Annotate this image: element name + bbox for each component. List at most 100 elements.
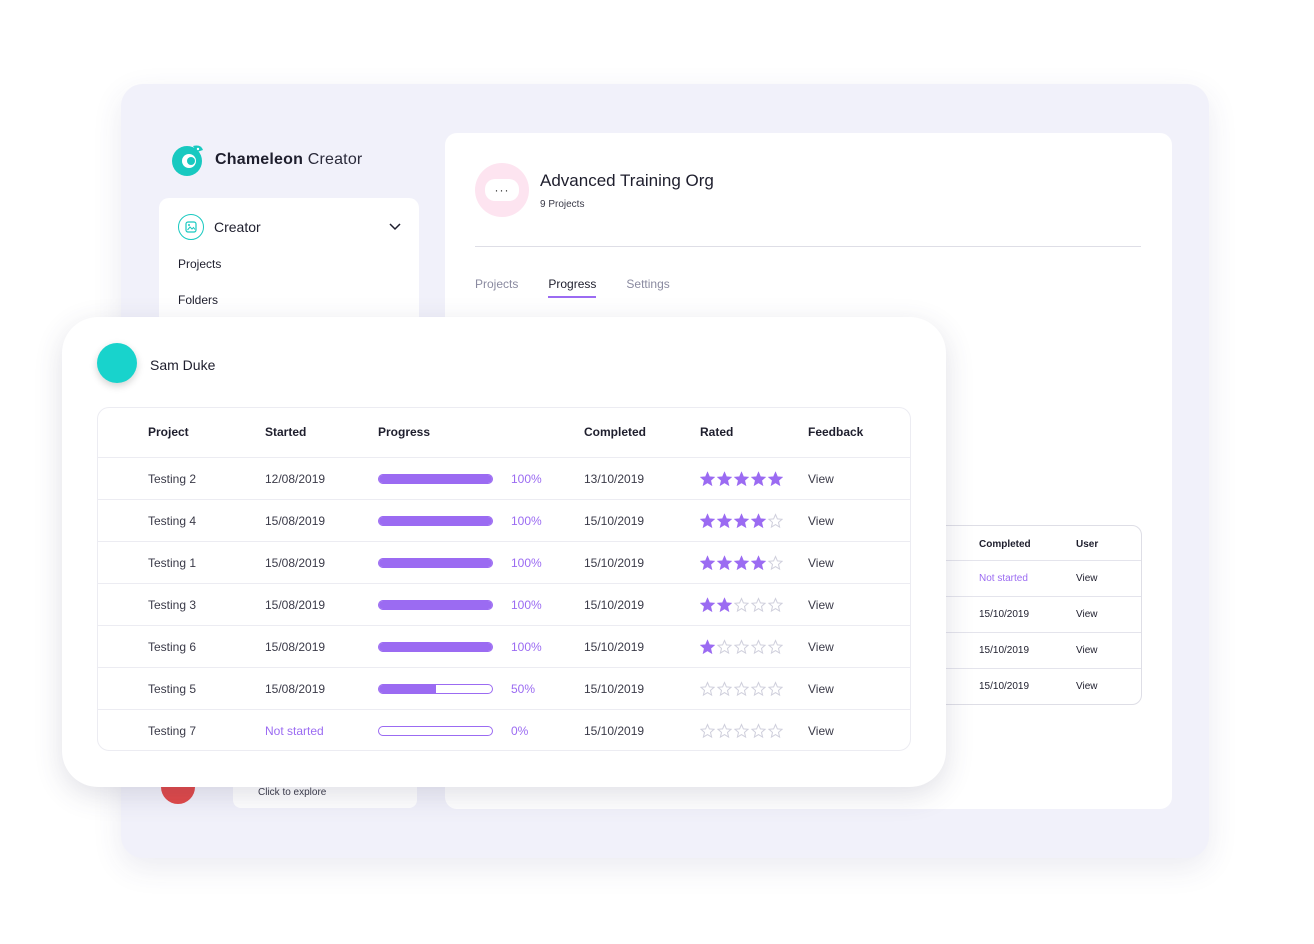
table-row: Testing 7 Not started 0% 15/10/2019 View (98, 709, 910, 751)
progress-bar-track (378, 515, 493, 526)
sidebar-item-folders[interactable]: Folders (178, 293, 219, 307)
star-empty-icon (700, 723, 715, 738)
table-row: Testing 5 15/08/2019 50% 15/10/2019 View (98, 667, 910, 709)
star-filled-icon (751, 471, 766, 486)
table-row: Testing 6 15/08/2019 100% 15/10/2019 View (98, 625, 910, 667)
progress-percent: 100% (511, 639, 542, 654)
page-title: Advanced Training Org (540, 171, 714, 190)
column-header-completed: Completed (584, 425, 647, 439)
completed-cell: 15/10/2019 (979, 645, 1030, 656)
progress-bar-track (378, 725, 493, 736)
org-avatar: ··· (475, 163, 529, 217)
feedback-view-link[interactable]: View (808, 555, 834, 570)
user-view-link[interactable]: View (1076, 645, 1098, 656)
nav-section-creator[interactable]: Creator (178, 214, 401, 240)
project-name: Testing 1 (148, 555, 197, 570)
star-empty-icon (768, 639, 783, 654)
progress-bar (378, 641, 493, 652)
star-filled-icon (700, 555, 715, 570)
avatar (97, 343, 137, 383)
star-filled-icon (717, 555, 732, 570)
chevron-down-icon[interactable] (389, 223, 401, 231)
progress-percent: 100% (511, 471, 542, 486)
star-filled-icon (768, 471, 783, 486)
completed-date: 13/10/2019 (584, 471, 645, 486)
table-row: Testing 3 15/08/2019 100% 15/10/2019 View (98, 583, 910, 625)
table-row: Not started View (898, 560, 1141, 596)
feedback-view-link[interactable]: View (808, 723, 834, 738)
star-empty-icon (751, 681, 766, 696)
star-empty-icon (734, 597, 749, 612)
star-empty-icon (717, 723, 732, 738)
project-count: 9 Projects (540, 199, 585, 210)
tab-projects[interactable]: Projects (475, 277, 519, 291)
brand-name: Chameleon Creator (215, 151, 362, 169)
project-name: Testing 6 (148, 639, 197, 654)
completed-cell: Not started (979, 573, 1028, 584)
star-filled-icon (734, 471, 749, 486)
star-rating (700, 681, 783, 696)
user-name: Sam Duke (150, 357, 216, 373)
star-filled-icon (734, 555, 749, 570)
table-header-row: Completed User (898, 526, 1141, 562)
project-name: Testing 3 (148, 597, 197, 612)
user-progress-card: Sam Duke Project Started Progress Comple… (62, 317, 946, 787)
feedback-view-link[interactable]: View (808, 681, 834, 696)
completed-date: 15/10/2019 (584, 723, 645, 738)
progress-percent: 100% (511, 597, 542, 612)
star-empty-icon (768, 597, 783, 612)
user-view-link[interactable]: View (1076, 573, 1098, 584)
star-filled-icon (700, 597, 715, 612)
star-rating (700, 639, 783, 654)
completed-date: 15/10/2019 (584, 555, 645, 570)
completed-cell: 15/10/2019 (979, 681, 1030, 692)
column-header-user: User (1076, 538, 1099, 550)
feedback-view-link[interactable]: View (808, 597, 834, 612)
brand: Chameleon Creator (171, 142, 362, 178)
brand-name-rest: Creator (303, 151, 363, 168)
progress-bar-track (378, 473, 493, 484)
feedback-view-link[interactable]: View (808, 513, 834, 528)
column-header-started: Started (265, 425, 307, 439)
star-rating (700, 597, 783, 612)
sidebar-item-projects[interactable]: Projects (178, 257, 222, 271)
started-date: 15/08/2019 (265, 639, 326, 654)
star-empty-icon (768, 555, 783, 570)
star-rating (700, 471, 783, 486)
tab-settings[interactable]: Settings (626, 277, 670, 291)
progress-bar (378, 683, 493, 694)
star-empty-icon (700, 681, 715, 696)
started-date: 12/08/2019 (265, 471, 326, 486)
user-view-link[interactable]: View (1076, 609, 1098, 620)
star-empty-icon (717, 681, 732, 696)
progress-table: Project Started Progress Completed Rated… (97, 407, 911, 751)
tab-progress[interactable]: Progress (548, 277, 597, 298)
star-rating (700, 513, 783, 528)
star-rating (700, 555, 783, 570)
star-rating (700, 723, 783, 738)
started-date: 15/08/2019 (265, 513, 326, 528)
user-view-link[interactable]: View (1076, 681, 1098, 692)
feedback-view-link[interactable]: View (808, 639, 834, 654)
table-row: Testing 4 15/08/2019 100% 15/10/2019 View (98, 499, 910, 541)
column-header-feedback: Feedback (808, 425, 864, 439)
started-date: 15/08/2019 (265, 597, 326, 612)
star-filled-icon (717, 513, 732, 528)
progress-bar (378, 557, 493, 568)
star-filled-icon (700, 471, 715, 486)
nav-section-label: Creator (214, 219, 261, 235)
completed-date: 15/10/2019 (584, 681, 645, 696)
progress-bar-fill (379, 600, 492, 609)
column-header-rated: Rated (700, 425, 734, 439)
star-empty-icon (717, 639, 732, 654)
feedback-view-link[interactable]: View (808, 471, 834, 486)
progress-bar-fill (379, 516, 492, 525)
project-name: Testing 2 (148, 471, 197, 486)
star-empty-icon (734, 723, 749, 738)
table-row: 15/10/2019 View (898, 596, 1141, 632)
started-date: 15/08/2019 (265, 555, 326, 570)
started-date: Not started (265, 723, 324, 738)
progress-percent: 100% (511, 513, 542, 528)
progress-bar-fill (379, 474, 492, 483)
progress-percent: 50% (511, 681, 536, 696)
